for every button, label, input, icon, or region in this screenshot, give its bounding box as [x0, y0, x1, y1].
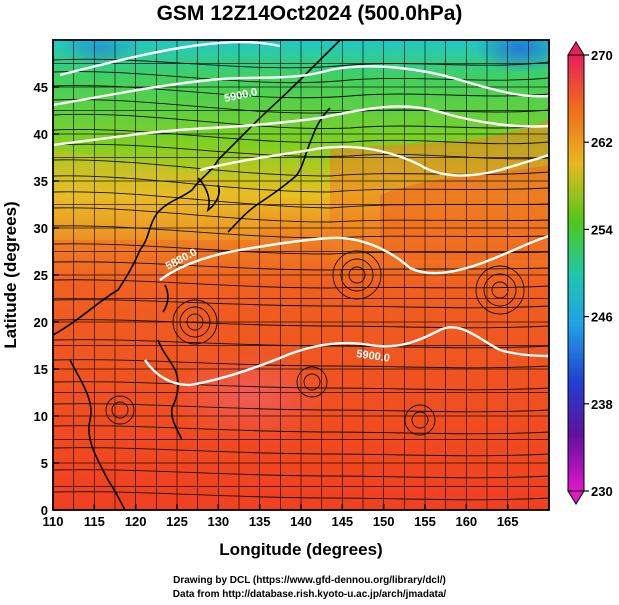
contour-label-5900: 5900.0 — [356, 348, 391, 365]
height-contours — [53, 40, 549, 387]
y-tick-label: 0 — [41, 503, 48, 518]
japan-coast — [227, 107, 331, 233]
contour-north-1 — [59, 40, 281, 77]
colorbar-labels: 270 262 254 246 238 230 — [584, 48, 613, 499]
y-tick-label: 5 — [41, 456, 48, 471]
y-tick-label: 20 — [34, 315, 48, 330]
x-tick-label: 145 — [331, 514, 353, 529]
x-axis-title: Longitude (degrees) — [219, 540, 382, 559]
colorbar-tick-label: 262 — [591, 135, 613, 150]
colorbar-tick-label: 246 — [591, 310, 613, 325]
y-tick-label: 25 — [34, 268, 48, 283]
x-tick-label: 130 — [207, 514, 229, 529]
x-tick-label: 165 — [497, 514, 519, 529]
asia-coast — [53, 40, 341, 336]
x-tick-label: 140 — [290, 514, 312, 529]
y-axis-title: Latitude (degrees) — [1, 201, 20, 348]
contour-north-2 — [53, 65, 549, 107]
colorbar-tick-label: 238 — [591, 397, 613, 412]
colorbar-tick-label: 270 — [591, 48, 613, 63]
x-tick-label: 115 — [84, 514, 105, 529]
contour-5880 — [159, 234, 549, 281]
contour-north-4 — [199, 145, 549, 177]
x-tick-label: 160 — [455, 514, 477, 529]
colorbar — [567, 41, 585, 505]
indochina-coast — [69, 359, 126, 510]
x-tick-label: 125 — [166, 514, 188, 529]
y-tick-label: 40 — [34, 127, 48, 142]
y-tick-label: 45 — [34, 80, 48, 95]
x-tick-label: 120 — [125, 514, 147, 529]
x-axis-ticks: 110 115 120 125 130 135 140 145 150 155 160 165 — [43, 504, 519, 529]
x-tick-label: 155 — [414, 514, 436, 529]
chart-title: GSM 12Z14Oct2024 (500.0hPa) — [156, 2, 463, 25]
x-tick-label: 135 — [249, 514, 271, 529]
colorbar-tick-label: 254 — [591, 222, 613, 237]
korea-coast — [197, 177, 220, 213]
x-tick-label: 110 — [43, 514, 64, 529]
y-tick-label: 15 — [34, 362, 48, 377]
y-axis-ticks: 0 5 10 15 20 25 30 35 40 45 — [34, 80, 59, 518]
y-tick-label: 30 — [34, 221, 48, 236]
grid-lines — [53, 40, 549, 510]
credit-dcl: Drawing by DCL (https://www.gfd-dennou.o… — [173, 575, 446, 586]
contour-north-3 — [53, 105, 549, 147]
contour-5900 — [144, 326, 549, 387]
coastlines — [53, 40, 341, 510]
philippines-coast — [157, 339, 183, 441]
credit-data-source: Data from http://database.rish.kyoto-u.a… — [172, 589, 447, 600]
y-tick-label: 10 — [34, 409, 48, 424]
x-tick-label: 150 — [373, 514, 395, 529]
y-tick-label: 35 — [34, 174, 48, 189]
taiwan-coast — [162, 284, 169, 313]
colorbar-tick-label: 230 — [591, 484, 613, 499]
